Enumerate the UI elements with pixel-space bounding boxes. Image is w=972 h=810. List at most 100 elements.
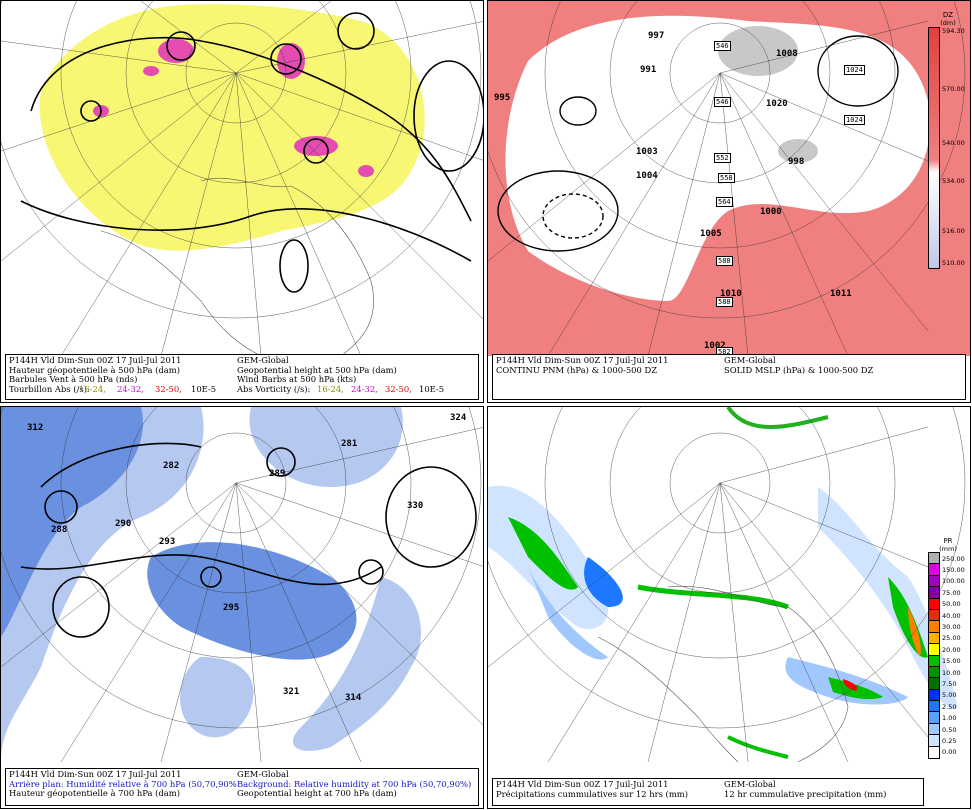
caption3-fr-height: Hauteur géopotentielle à 700 hPa (dam) — [9, 789, 180, 799]
height-324: 324 — [450, 413, 467, 423]
low-thickness-shading — [718, 26, 818, 163]
caption2-run-info: P144H Vld Dim-Sun 00Z 17 Juil-Jul 2011 — [496, 356, 669, 365]
vort-unit: 10E-5 — [191, 383, 217, 394]
isobar-label-1024a: 1024 — [844, 65, 865, 75]
map-precipitation — [488, 407, 970, 762]
caption-model: GEM-Global — [237, 356, 289, 365]
panel-precipitation: PR (mm) 250.00 150.00 100.00 75.00 50.00 40.0… — [487, 406, 971, 809]
height-314: 314 — [345, 693, 362, 703]
cb-label-510: 510.00 — [942, 259, 965, 267]
height-288: 288 — [51, 525, 68, 535]
isobar-label-1024b: 1024 — [844, 115, 865, 125]
caption-precip: P144H Vld Dim-Sun 00Z 17 Juil-Jul 2011 GE… — [492, 778, 924, 806]
coastlines-4 — [597, 586, 849, 762]
caption-en-vort: Abs Vorticity (/s): — [237, 383, 311, 394]
height-295: 295 — [223, 603, 240, 613]
vort-range-1: 16-24, — [79, 383, 106, 394]
precip-shading — [488, 407, 958, 759]
cb-label-594: 594.30 — [942, 27, 965, 35]
thickness-label-546c: 552 — [714, 153, 731, 163]
lat-lon-grid — [1, 1, 483, 356]
precip-legend-row: 250.00 — [928, 552, 968, 566]
pressure-1010: 1010 — [720, 289, 742, 299]
caption3-en-rh: Background: Relative humidity at 700 hPa… — [237, 779, 472, 789]
pressure-1004: 1004 — [636, 171, 658, 181]
cb-label-534: 534.00 — [942, 177, 965, 185]
pressure-1003: 1003 — [636, 147, 658, 157]
precip-legend-label: 7.50 — [942, 679, 957, 688]
cb-label-570: 570.00 — [942, 85, 965, 93]
height-290: 290 — [115, 519, 132, 529]
precip-legend-row: 40.00 — [928, 608, 968, 623]
precip-legend-row: 2.50 — [928, 700, 968, 714]
lat-lon-grid-4 — [488, 407, 966, 762]
thickness-label-588a: 588 — [716, 256, 733, 266]
thickness-colorbar-scale — [928, 27, 940, 269]
caption2-en: SOLID MSLP (hPa) & 1000-500 DZ — [724, 365, 874, 375]
precip-legend-rows: 250.00 150.00 100.00 75.00 50.00 40.00 30.00 25… — [928, 552, 968, 760]
caption3-en-height: Geopotential height at 700 hPa (dam) — [237, 789, 397, 799]
precip-legend-label: 20.00 — [942, 645, 961, 654]
coastlines — [100, 177, 374, 356]
map-500hpa-vorticity — [1, 1, 483, 356]
precip-legend-label: 2.50 — [942, 702, 957, 711]
panel-mslp-thickness: 997 546 546 552 558 564 588 588 582 1024… — [487, 0, 971, 403]
thickness-label-546b: 546 — [714, 97, 731, 107]
height-282: 282 — [163, 461, 180, 471]
precip-legend-label: 5.00 — [942, 691, 957, 700]
high-321: 321 — [283, 687, 300, 697]
caption4-run-info: P144H Vld Dim-Sun 00Z 17 Juil-Jul 2011 — [496, 780, 669, 789]
svg-text:997: 997 — [648, 31, 664, 41]
precip-legend-label: 0.25 — [942, 736, 957, 745]
precip-legend-label: 75.00 — [942, 588, 961, 597]
thickness-colorbar-title: DZ — [942, 11, 954, 19]
thickness-label-558: 558 — [718, 173, 735, 183]
pressure-1008: 1008 — [776, 49, 798, 59]
precip-colorbar-unit: (mm) — [939, 545, 957, 553]
precip-legend-label: 15.00 — [942, 657, 961, 666]
thickness-label-588b: 588 — [716, 297, 733, 307]
height-contours — [20, 12, 483, 293]
pressure-1000a: 1000 — [760, 207, 782, 217]
caption-fr-height: Hauteur géopotentielle à 500 hPa (dam) — [9, 365, 180, 375]
height-contours-700 — [20, 442, 477, 638]
caption4-fr: Précipitations cummulatives sur 12 hrs (… — [496, 789, 688, 799]
vort-range-1-en: 16-24, — [317, 383, 344, 394]
caption-500hpa: P144H Vld Dim-Sun 00Z 17 Juil-Jul 2011 GE… — [5, 354, 479, 400]
caption3-run-info: P144H Vld Dim-Sun 00Z 17 Juil-Jul 2011 — [9, 770, 182, 779]
precip-legend-label: 25.00 — [942, 634, 961, 643]
caption2-fr: CONTINU PNM (hPa) & 1000-500 DZ — [496, 365, 658, 375]
pressure-1020: 1020 — [766, 99, 788, 109]
precip-legend-row: 150.00 — [928, 563, 968, 577]
height-289: 289 — [269, 469, 286, 479]
precip-legend-label: 40.00 — [942, 611, 961, 620]
pressure-995: 995 — [494, 93, 511, 103]
vort-range-3-en: 32-50, — [385, 383, 412, 394]
caption2-model: GEM-Global — [724, 356, 776, 365]
precip-legend-label: 0.00 — [942, 748, 957, 757]
thickness-label-564: 564 — [716, 197, 733, 207]
pressure-labels: 997 — [648, 31, 664, 41]
caption-run-info: P144H Vld Dim-Sun 00Z 17 Juil-Jul 2011 — [9, 356, 182, 365]
precip-legend-label: 150.00 — [942, 566, 965, 575]
precip-colorbar: PR (mm) 250.00 150.00 100.00 75.00 50.00 40.0… — [928, 537, 968, 760]
cb-label-540: 540.00 — [942, 139, 965, 147]
pressure-1005: 1005 — [700, 229, 722, 239]
caption4-model: GEM-Global — [724, 780, 776, 789]
precip-colorbar-title: PR — [943, 537, 953, 545]
caption4-en: 12 hr cummulative precipitation (mm) — [724, 789, 887, 799]
vort-range-2-en: 24-32, — [351, 383, 378, 394]
precip-legend-label: 10.00 — [942, 668, 961, 677]
precip-legend-label: 100.00 — [942, 577, 965, 586]
height-281: 281 — [341, 439, 358, 449]
precip-legend-row: 7.50 — [928, 677, 968, 691]
humidity-shading — [1, 407, 421, 762]
caption-mslp: P144H Vld Dim-Sun 00Z 17 Juil-Jul 2011 GE… — [492, 354, 966, 400]
caption-fr-vort: Tourbillon Abs (/s): — [9, 383, 90, 394]
vort-unit-en: 10E-5 — [419, 383, 445, 394]
caption3-model: GEM-Global — [237, 770, 289, 779]
precip-legend-label: 250.00 — [942, 554, 965, 563]
vort-range-3: 32-50, — [155, 383, 182, 394]
precip-legend-row: 10.00 — [928, 665, 968, 680]
height-312: 312 — [27, 423, 44, 433]
